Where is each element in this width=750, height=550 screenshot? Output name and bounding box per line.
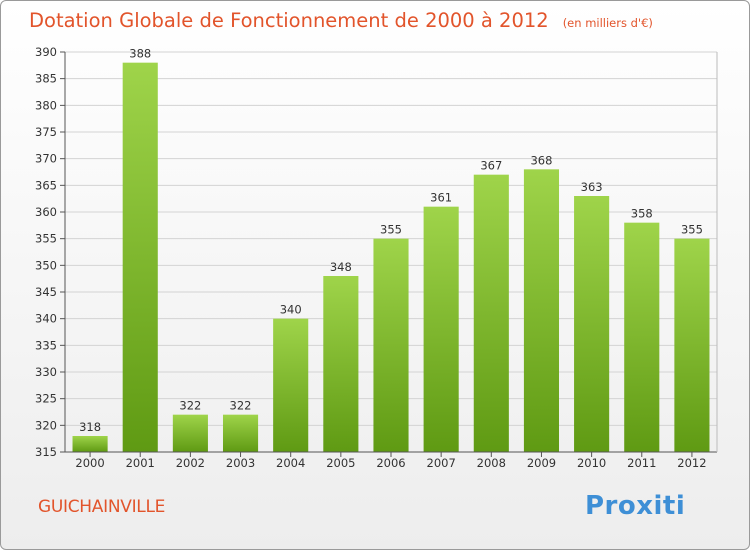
x-tick-label: 2002 — [176, 456, 205, 470]
data-label: 368 — [530, 153, 552, 167]
y-tick-label: 340 — [35, 312, 57, 326]
data-label: 358 — [631, 207, 653, 221]
data-label: 388 — [129, 47, 151, 61]
data-label: 348 — [330, 260, 352, 274]
data-label: 363 — [581, 180, 603, 194]
axes: 315 320 325 330 335 340 345 350 355 360 365 370 375 3… — [35, 45, 718, 459]
bar — [222, 414, 259, 452]
y-tick-label: 335 — [35, 338, 57, 352]
data-label: 318 — [79, 420, 101, 434]
y-tick-label: 330 — [35, 365, 57, 379]
bars — [72, 62, 710, 453]
title-row: Dotation Globale de Fonctionnement de 20… — [29, 9, 653, 32]
x-tick-label: 2003 — [226, 456, 255, 470]
x-tick-label: 2006 — [376, 456, 405, 470]
bar — [172, 414, 208, 452]
data-label: 367 — [480, 159, 502, 173]
y-tick-label: 385 — [35, 72, 57, 86]
x-tick-label: 2012 — [677, 456, 706, 470]
bar — [122, 62, 158, 453]
x-tick-label: 2005 — [326, 456, 355, 470]
y-tick-label: 350 — [35, 258, 57, 272]
brand-logo: Proxiti — [585, 491, 686, 521]
x-tick-label: 2004 — [276, 456, 305, 470]
x-tick-label: 2010 — [577, 456, 606, 470]
bar — [574, 196, 610, 452]
x-tick-label: 2007 — [427, 456, 456, 470]
labels: 2000 318 2001 388 2002 322 2003 322 2004 340 2005 3… — [75, 47, 706, 470]
y-tick-label: 355 — [35, 232, 57, 246]
data-label: 355 — [380, 223, 402, 237]
bar — [273, 318, 309, 452]
commune-name: GUICHAINVILLE — [38, 497, 166, 517]
bar — [624, 222, 660, 452]
y-tick-label: 380 — [35, 98, 57, 112]
chart-title: Dotation Globale de Fonctionnement de 20… — [29, 9, 549, 32]
y-tick-label: 325 — [35, 392, 57, 406]
x-tick-label: 2000 — [75, 456, 104, 470]
y-tick-label: 315 — [35, 445, 57, 459]
y-tick-label: 370 — [35, 152, 57, 166]
y-tick-label: 360 — [35, 205, 57, 219]
bar — [523, 169, 560, 453]
y-tick-label: 390 — [35, 45, 57, 59]
y-tick-label: 375 — [35, 125, 57, 139]
bar — [72, 436, 108, 452]
y-tick-label: 345 — [35, 285, 57, 299]
x-tick-label: 2001 — [126, 456, 155, 470]
x-tick-label: 2009 — [527, 456, 556, 470]
y-tick-label: 365 — [35, 178, 57, 192]
x-tick-label: 2008 — [477, 456, 506, 470]
bar — [473, 174, 509, 452]
bar — [323, 276, 359, 452]
data-label: 322 — [179, 399, 201, 413]
bar — [674, 238, 710, 452]
bar — [373, 238, 409, 452]
x-tick-label: 2011 — [627, 456, 656, 470]
data-label: 355 — [681, 223, 703, 237]
chart-subtitle: (en milliers d'€) — [562, 16, 653, 30]
data-label: 322 — [230, 399, 252, 413]
data-label: 340 — [280, 303, 302, 317]
y-tick-label: 320 — [35, 418, 57, 432]
bar — [423, 206, 459, 452]
data-label: 361 — [430, 191, 452, 205]
